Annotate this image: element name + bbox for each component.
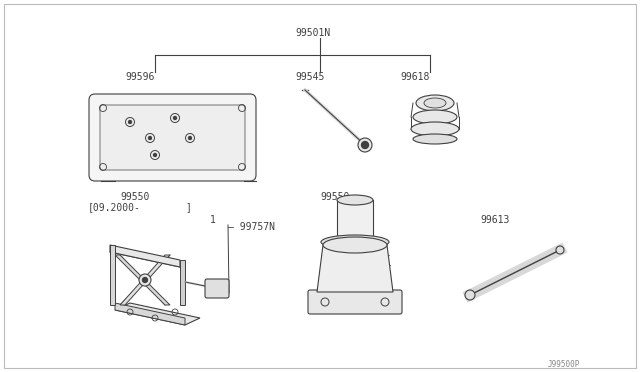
Text: 99613: 99613 xyxy=(480,215,509,225)
Text: 99596: 99596 xyxy=(125,72,154,82)
Polygon shape xyxy=(317,245,393,292)
Text: 99618: 99618 xyxy=(400,72,429,82)
Polygon shape xyxy=(115,303,185,325)
Circle shape xyxy=(173,116,177,119)
Text: 99550: 99550 xyxy=(320,192,349,202)
FancyBboxPatch shape xyxy=(205,279,229,298)
Circle shape xyxy=(358,138,372,152)
Ellipse shape xyxy=(321,235,389,249)
Ellipse shape xyxy=(416,95,454,111)
Text: 99545: 99545 xyxy=(295,72,324,82)
Circle shape xyxy=(129,121,131,124)
Polygon shape xyxy=(110,245,180,267)
Circle shape xyxy=(189,137,191,140)
Ellipse shape xyxy=(413,134,457,144)
Circle shape xyxy=(465,290,475,300)
Text: J99500P: J99500P xyxy=(548,360,580,369)
FancyBboxPatch shape xyxy=(100,105,245,170)
FancyBboxPatch shape xyxy=(308,290,402,314)
Polygon shape xyxy=(115,303,200,325)
Circle shape xyxy=(139,274,151,286)
Polygon shape xyxy=(115,255,170,305)
Polygon shape xyxy=(337,200,373,245)
Polygon shape xyxy=(110,245,115,305)
Text: [09.2000-: [09.2000- xyxy=(88,202,141,212)
Polygon shape xyxy=(120,255,170,305)
Circle shape xyxy=(362,141,369,148)
Polygon shape xyxy=(180,260,185,305)
Ellipse shape xyxy=(413,110,457,124)
Circle shape xyxy=(148,137,152,140)
Text: 1: 1 xyxy=(210,215,216,225)
Ellipse shape xyxy=(411,122,459,136)
Circle shape xyxy=(154,154,157,157)
Text: — 99757N: — 99757N xyxy=(228,222,275,232)
Ellipse shape xyxy=(323,237,387,253)
Text: ]: ] xyxy=(185,202,191,212)
Circle shape xyxy=(143,278,147,282)
Text: 99550: 99550 xyxy=(120,192,149,202)
Circle shape xyxy=(556,246,564,254)
FancyBboxPatch shape xyxy=(89,94,256,181)
Ellipse shape xyxy=(424,98,446,108)
Ellipse shape xyxy=(337,195,373,205)
Text: 99501N: 99501N xyxy=(295,28,330,38)
